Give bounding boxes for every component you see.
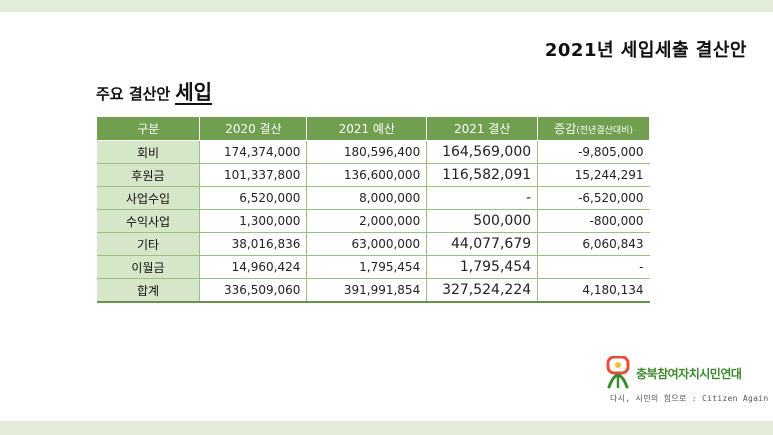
header-change-note: (전년결산대비) <box>576 126 633 136</box>
cell-2021-settlement: - <box>426 186 539 210</box>
bottom-decor-band <box>0 421 773 435</box>
section-heading-emphasis: 세입 <box>175 80 213 105</box>
cell-2020-settlement: 101,337,800 <box>199 163 308 187</box>
cell-change: - <box>537 255 650 279</box>
cell-change: 6,060,843 <box>537 232 650 256</box>
row-label: 회비 <box>96 140 201 164</box>
cell-2020-settlement: 14,960,424 <box>199 255 308 279</box>
table-header-row: 구분 2020 결산 2021 예산 2021 결산 증감(전년결산대비) <box>95 116 650 141</box>
cell-2021-settlement: 164,569,000 <box>426 140 539 164</box>
cell-2020-settlement: 38,016,836 <box>199 232 308 256</box>
organization-tagline: 다시, 시민의 힘으로 : Citizen Again <box>610 394 769 403</box>
header-2020-settlement: 2020 결산 <box>199 116 308 141</box>
table-row: 기타 38,016,836 63,000,000 44,077,679 6,06… <box>96 232 650 256</box>
cell-2021-settlement: 500,000 <box>426 209 539 233</box>
header-2021-budget: 2021 예산 <box>306 116 428 141</box>
cell-2020-settlement: 174,374,000 <box>199 140 308 164</box>
section-heading-prefix: 주요 결산안 <box>96 85 171 103</box>
row-label: 합계 <box>96 278 201 303</box>
cell-2021-settlement: 116,582,091 <box>426 163 539 187</box>
cell-2021-budget: 180,596,400 <box>306 140 428 164</box>
header-category: 구분 <box>95 116 201 141</box>
organization-logo: 충북참여자치시민연대 <box>604 356 742 390</box>
section-heading: 주요 결산안 세입 <box>96 80 213 105</box>
page-title: 2021년 세입세출 결산안 <box>544 40 747 61</box>
table-row: 수익사업 1,300,000 2,000,000 500,000 -800,00… <box>96 209 650 233</box>
cell-change: -6,520,000 <box>537 186 650 210</box>
row-label: 이월금 <box>96 255 201 279</box>
header-change-label: 증감 <box>554 122 577 136</box>
cell-2021-budget: 63,000,000 <box>306 232 428 256</box>
organization-name: 충북참여자치시민연대 <box>636 366 742 381</box>
row-label: 사업수입 <box>96 186 201 210</box>
row-label: 수익사업 <box>96 209 201 233</box>
citizen-figure-icon <box>606 356 630 389</box>
cell-2021-budget: 391,991,854 <box>306 278 428 303</box>
cell-change: 4,180,134 <box>537 278 650 303</box>
cell-2020-settlement: 6,520,000 <box>199 186 308 210</box>
header-change: 증감(전년결산대비) <box>537 116 650 141</box>
header-2021-settlement: 2021 결산 <box>426 116 539 141</box>
table-row: 후원금 101,337,800 136,600,000 116,582,091 … <box>96 163 650 187</box>
cell-2021-settlement: 327,524,224 <box>426 278 539 303</box>
cell-change: -9,805,000 <box>537 140 650 164</box>
settlement-table: 구분 2020 결산 2021 예산 2021 결산 증감(전년결산대비) 회비… <box>95 116 650 303</box>
table-total-row: 합계 336,509,060 391,991,854 327,524,224 4… <box>96 278 650 303</box>
cell-2021-budget: 1,795,454 <box>306 255 428 279</box>
cell-2021-budget: 136,600,000 <box>306 163 428 187</box>
table-row: 사업수입 6,520,000 8,000,000 - -6,520,000 <box>96 186 650 210</box>
table-row: 회비 174,374,000 180,596,400 164,569,000 -… <box>96 140 650 164</box>
cell-2021-settlement: 44,077,679 <box>426 232 539 256</box>
cell-2020-settlement: 1,300,000 <box>199 209 308 233</box>
row-label: 후원금 <box>96 163 201 187</box>
cell-change: -800,000 <box>537 209 650 233</box>
table-row: 이월금 14,960,424 1,795,454 1,795,454 - <box>96 255 650 279</box>
top-decor-band <box>0 0 773 12</box>
cell-2021-budget: 8,000,000 <box>306 186 428 210</box>
cell-change: 15,244,291 <box>537 163 650 187</box>
cell-2021-settlement: 1,795,454 <box>426 255 539 279</box>
cell-2021-budget: 2,000,000 <box>306 209 428 233</box>
cell-2020-settlement: 336,509,060 <box>199 278 308 303</box>
row-label: 기타 <box>96 232 201 256</box>
